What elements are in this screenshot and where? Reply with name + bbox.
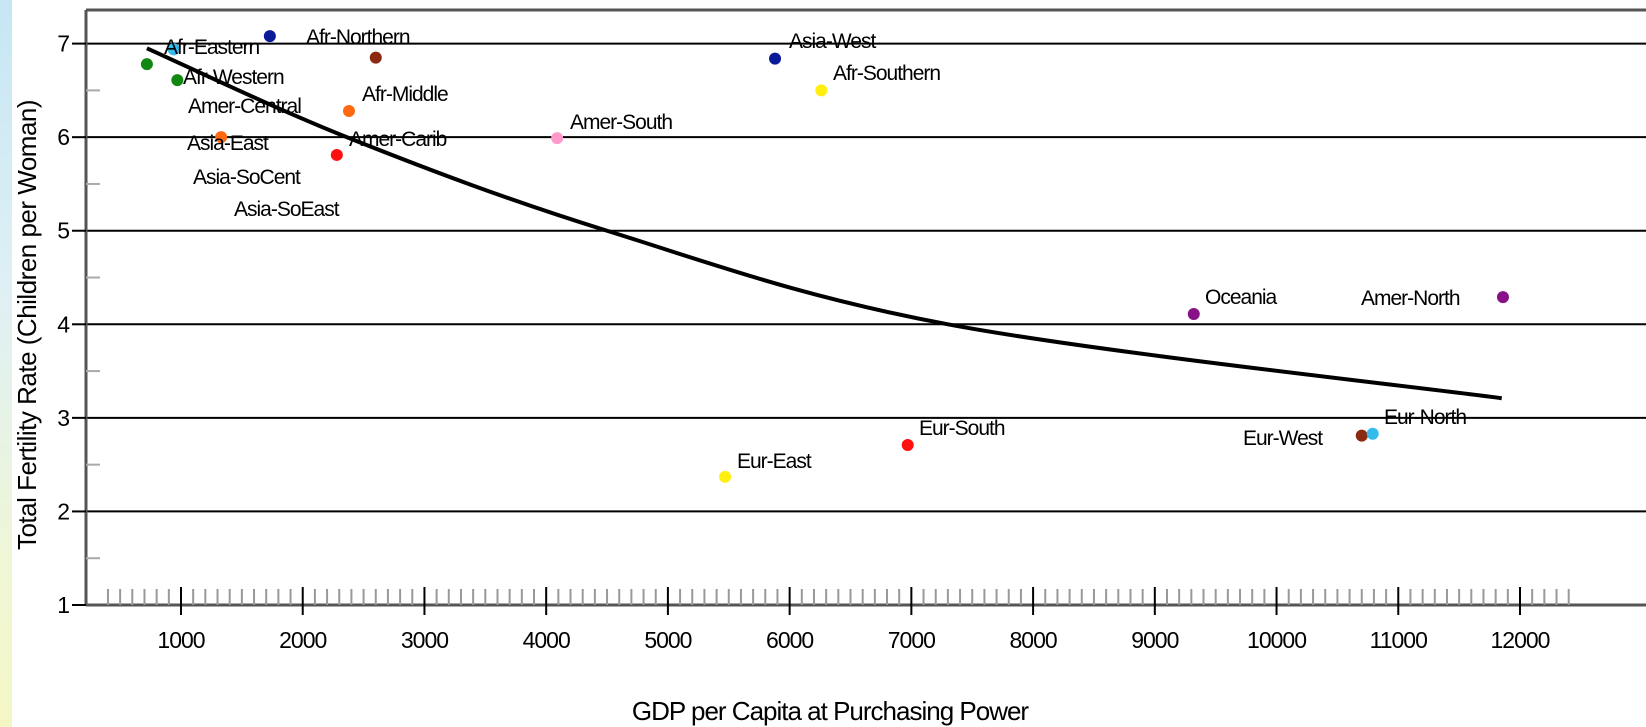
point-label-amer-central: Amer-Central [188,95,301,118]
x-tick-label-10000: 10000 [1247,627,1306,653]
point-label-oceania: Oceania [1205,286,1278,309]
trend-line [146,46,1503,401]
point-label-eur-north: Eur-North [1384,406,1466,429]
point-asia-east [215,131,228,144]
point-label-asia-soeast: Asia-SoEast [234,198,340,221]
point-oceania [1187,308,1200,321]
x-tick-label-5000: 5000 [644,627,691,653]
point-label-asia-west: Asia-West [789,30,876,53]
point-label-afr-eastern: Afr-Eastern [164,36,260,59]
point-label-afr-western: Afr-Western [183,66,284,89]
y-tick-label-3: 3 [57,405,70,431]
data-points [140,30,1509,483]
trend-line-group [146,46,1503,401]
left-decorative-strip [0,0,12,727]
y-tick-label-1: 1 [57,592,70,618]
grid-lines [86,42,1646,513]
point-afr-middle [342,104,355,117]
point-label-afr-northern: Afr-Northern [306,26,410,49]
y-axis-title: Total Fertility Rate (Children per Woman… [12,100,42,550]
point-label-amer-carib: Amer-Carib [349,128,447,151]
point-amer-south [551,132,564,145]
point-label-asia-east: Asia-East [187,132,269,155]
point-label-afr-middle: Afr-Middle [362,83,448,106]
point-asia-soeast [167,43,180,56]
point-afr-southern [815,84,828,97]
x-tick-label-6000: 6000 [766,627,813,653]
point-label-eur-west: Eur-West [1243,427,1323,450]
point-amer-north [1496,291,1509,304]
x-tick-label-1000: 1000 [157,627,204,653]
y-tick-label-2: 2 [57,498,70,524]
x-tick-label-11000: 11000 [1370,627,1427,653]
point-afr-western [171,74,184,87]
x-tick-label-12000: 12000 [1491,627,1550,653]
x-axis-title: GDP per Capita at Purchasing Power [632,696,1030,726]
point-eur-west [1355,429,1368,442]
point-amer-central [369,51,382,64]
point-label-asia-socent: Asia-SoCent [193,166,301,189]
point-asia-west [769,52,782,65]
point-eur-south [901,439,914,452]
x-tick-label-7000: 7000 [888,627,935,653]
x-tick-label-3000: 3000 [401,627,448,653]
y-tick-label-4: 4 [57,311,70,337]
x-tick-label-2000: 2000 [279,627,326,653]
point-eur-north [1366,427,1379,440]
tick-marks: 1 2 3 4 5 6 7 1000 2000 3000 4000 5000 6000 7000 8000 9… [57,31,1570,653]
y-tick-label-5: 5 [57,218,70,244]
point-afr-eastern [140,58,153,71]
point-label-amer-north: Amer-North [1361,287,1460,310]
y-tick-label-6: 6 [57,124,70,150]
point-label-eur-east: Eur-East [737,450,812,473]
point-afr-northern [263,30,276,43]
y-tick-label-7: 7 [57,31,70,57]
point-label-afr-southern: Afr-Southern [833,62,940,85]
point-labels: Afr-Eastern Afr-Western Afr-Northern Afr-Mi… [164,26,1467,473]
x-tick-label-8000: 8000 [1010,627,1057,653]
point-label-eur-south: Eur-South [919,417,1005,440]
point-label-amer-south: Amer-South [570,111,672,134]
x-tick-label-9000: 9000 [1131,627,1178,653]
point-amer-carib [330,148,343,161]
point-eur-east [719,470,732,483]
x-tick-label-4000: 4000 [523,627,570,653]
